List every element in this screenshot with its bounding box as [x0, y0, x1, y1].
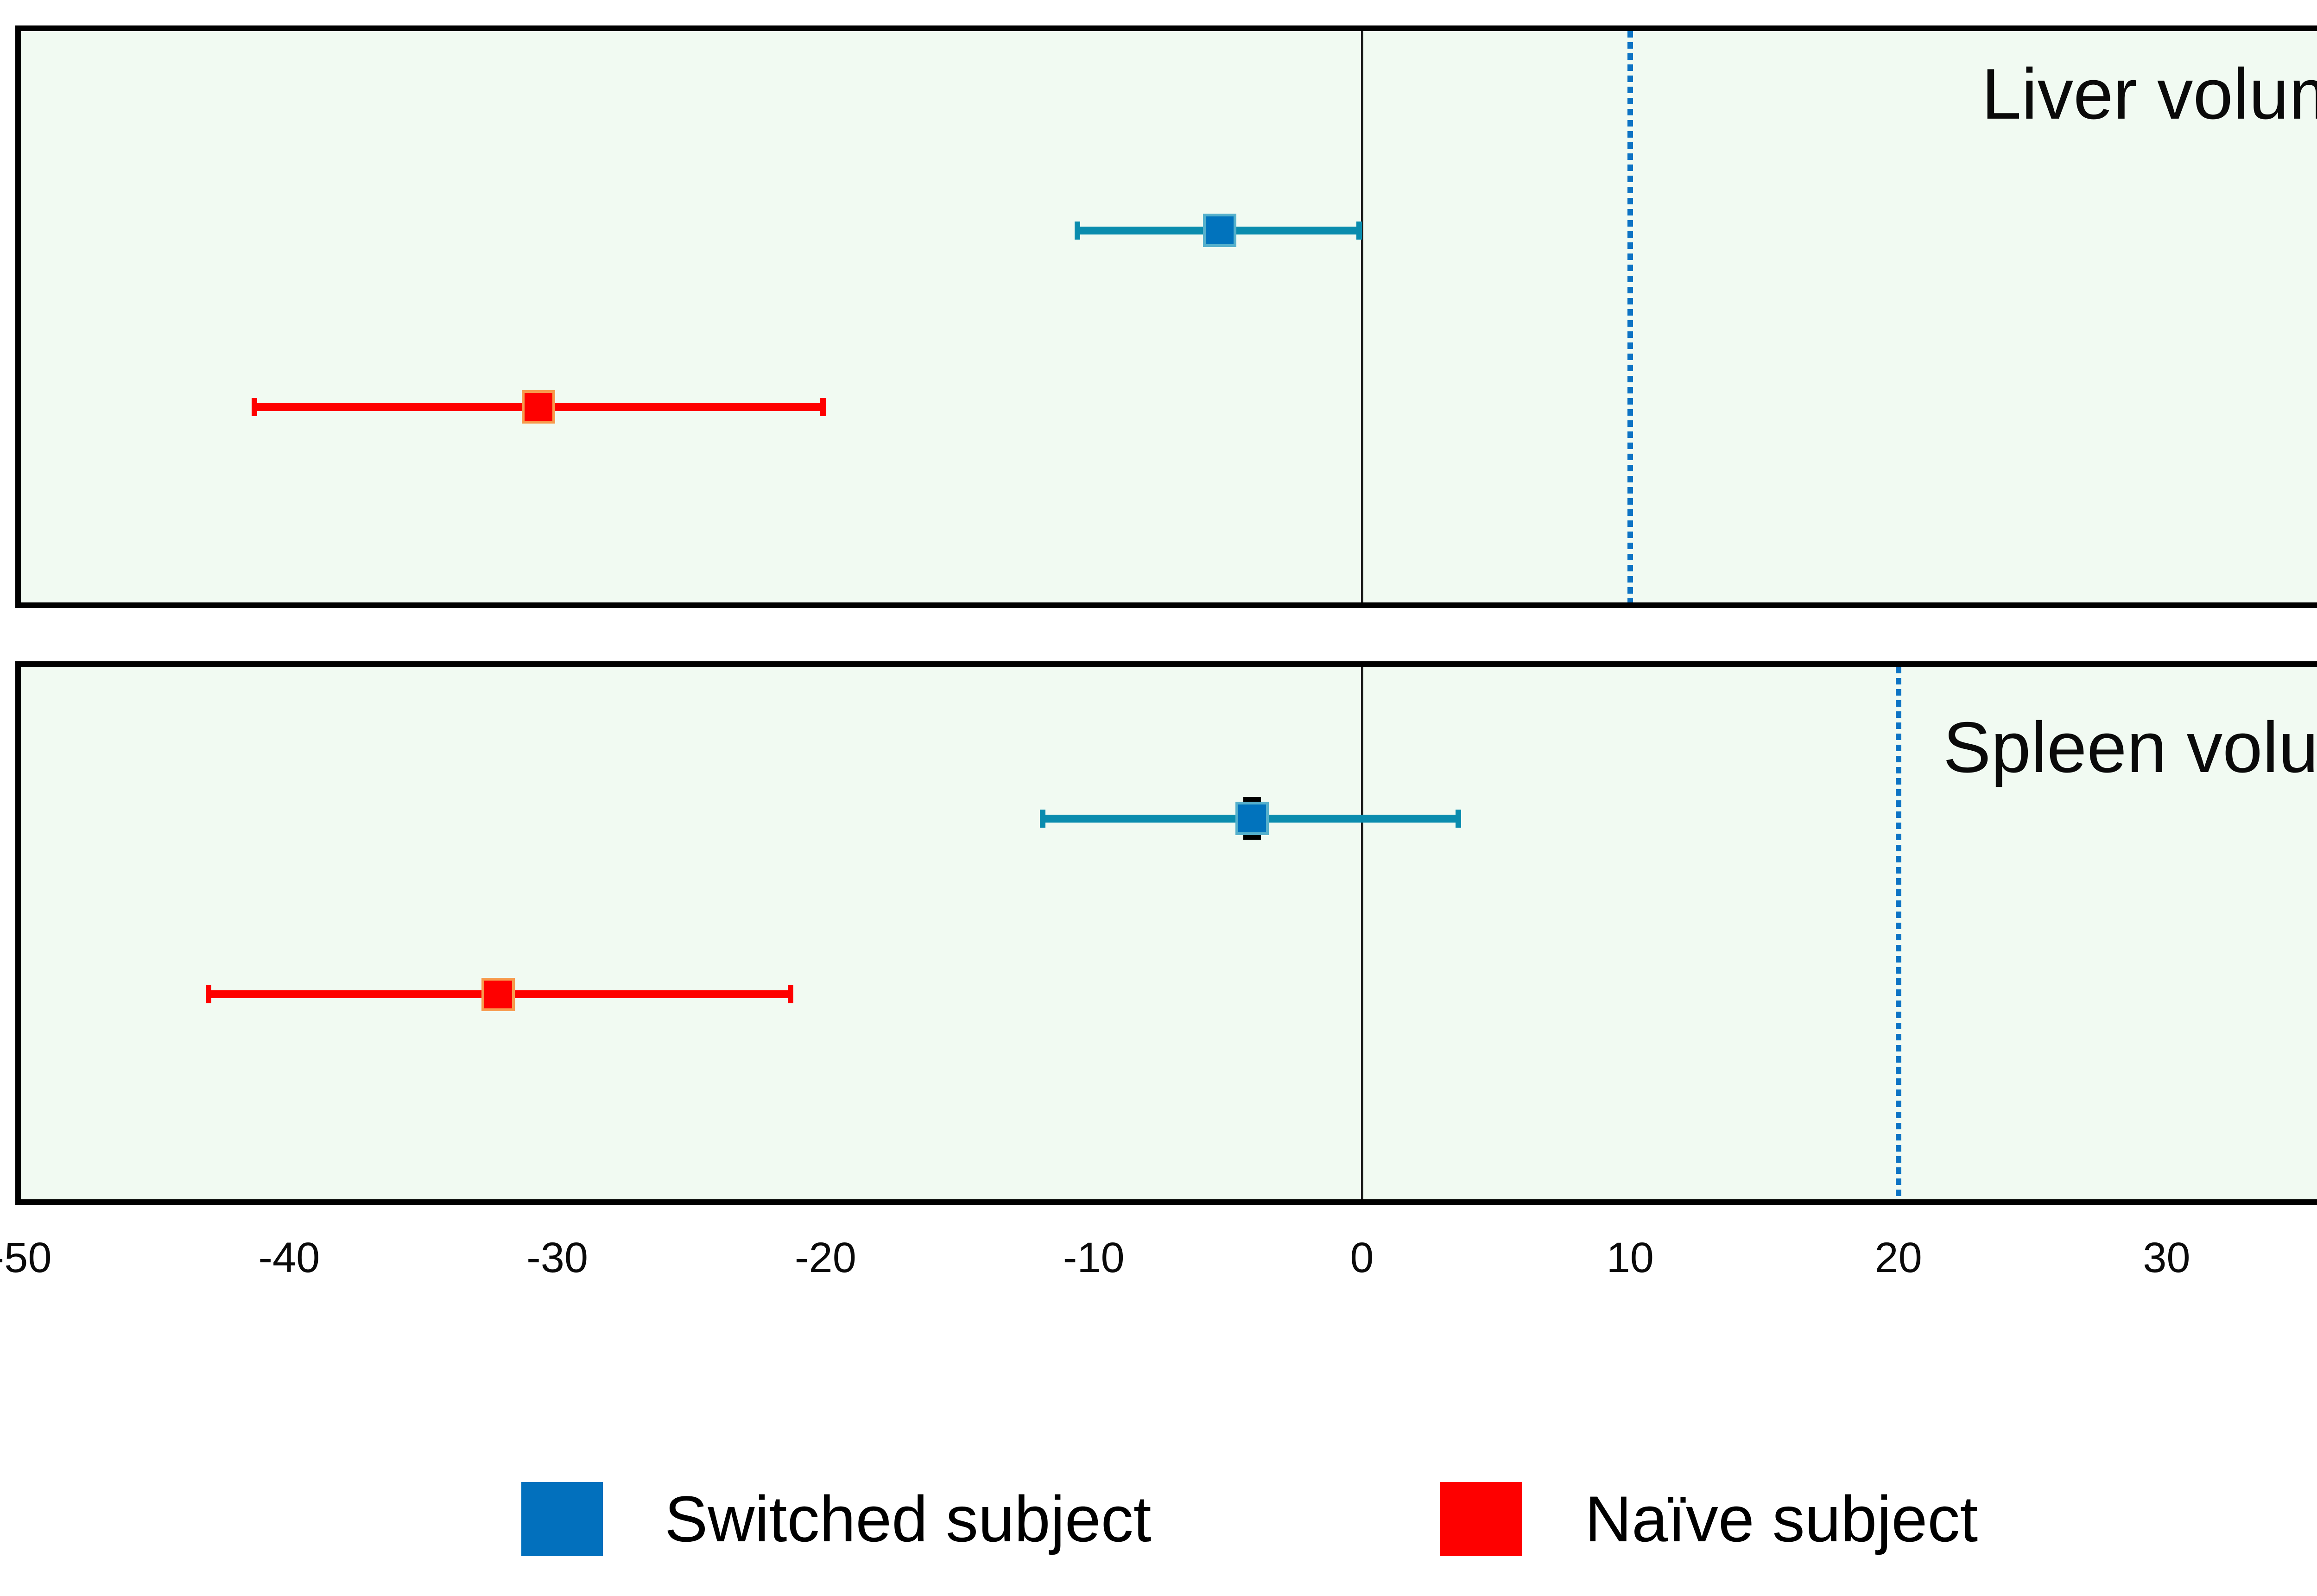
liver-panel-title: Liver volume	[1981, 54, 2317, 134]
liver-switched-marker	[1203, 214, 1237, 247]
x-axis-label--10: -10	[1063, 1234, 1125, 1281]
spleen-switched-y-error-cap-bottom	[1243, 835, 1261, 840]
liver-switched-ci-cap-high	[1356, 221, 1362, 240]
x-axis-label--30: -30	[526, 1234, 589, 1281]
x-axis-label-30: 30	[2143, 1234, 2190, 1281]
legend-label-switched: Switched subject	[665, 1482, 1152, 1555]
liver-zero-line	[1361, 31, 1363, 602]
legend-label-naive: Naïve subject	[1585, 1482, 1978, 1555]
spleen-switched-ci-cap-low	[1040, 809, 1046, 828]
spleen-panel-title: Spleen volume	[1943, 707, 2317, 787]
x-axis-label-0: 0	[1350, 1234, 1374, 1281]
liver-naive-ci-cap-low	[251, 398, 257, 416]
x-axis-label--50: -50	[0, 1234, 52, 1281]
spleen-dashed-reference-line	[1895, 667, 1901, 1199]
liver-switched-ci-cap-low	[1075, 221, 1081, 240]
spleen-switched-y-error-cap-top	[1243, 797, 1261, 803]
x-axis-label-20: 20	[1874, 1234, 1922, 1281]
spleen-switched-ci-cap-high	[1456, 809, 1462, 828]
x-axis-label--40: -40	[258, 1234, 320, 1281]
liver-naive-marker	[522, 390, 556, 424]
x-axis-label-10: 10	[1606, 1234, 1654, 1281]
spleen-switched-marker	[1235, 802, 1269, 836]
spleen-naive-ci-cap-high	[788, 985, 794, 1004]
legend-chip-switched	[521, 1482, 603, 1556]
liver-naive-ci-cap-high	[820, 398, 826, 416]
spleen-panel	[15, 661, 2317, 1205]
x-axis-label--20: -20	[794, 1234, 856, 1281]
spleen-naive-marker	[481, 977, 515, 1011]
liver-dashed-reference-line	[1627, 31, 1633, 602]
liver-panel	[15, 25, 2317, 608]
spleen-naive-ci-cap-low	[206, 985, 212, 1004]
legend-chip-naive	[1440, 1482, 1522, 1556]
spleen-zero-line	[1361, 667, 1363, 1199]
